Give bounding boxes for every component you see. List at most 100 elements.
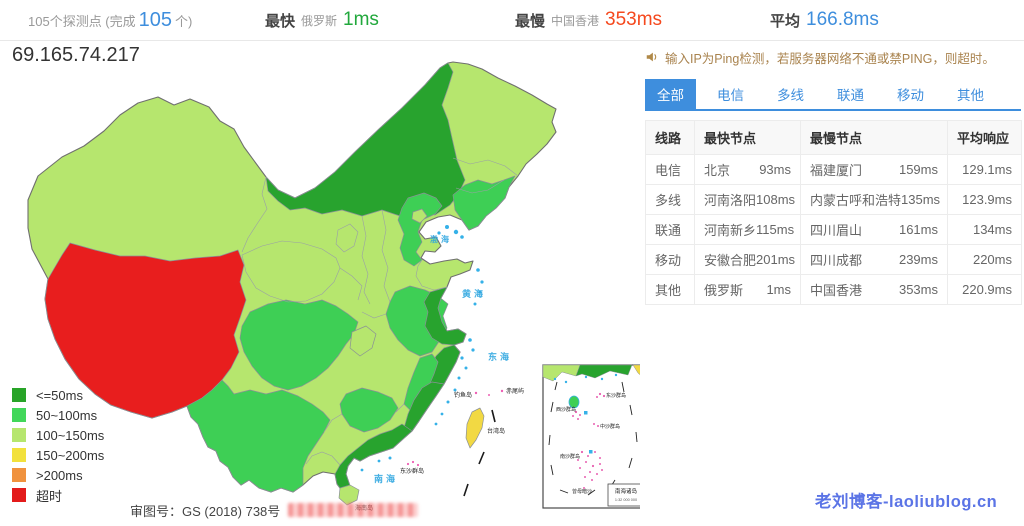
island-label-diaoyu: 钓鱼岛 <box>454 391 472 399</box>
inset-scale: 1:32 000 000 <box>615 498 637 502</box>
inset-label-dongsha: 东沙群岛 <box>606 392 626 399</box>
legend-swatch <box>12 408 26 422</box>
province-yunnan <box>186 379 331 493</box>
tab-mobile[interactable]: 移动 <box>897 88 924 103</box>
island-hainan <box>338 484 360 506</box>
legend-item: 100~150ms <box>12 428 104 443</box>
line-link[interactable]: 移动 <box>645 244 695 275</box>
island-label-taiwan: 台湾岛 <box>487 427 505 435</box>
province-jiangsu <box>423 286 467 346</box>
legend-item: 超时 <box>12 488 104 504</box>
islet-dots <box>406 389 504 467</box>
line-link[interactable]: 多线 <box>645 184 695 215</box>
table-row: 其他 俄罗斯 1ms 中国香港 353ms 220.9ms <box>645 274 1022 305</box>
province-inner-mongolia <box>265 62 466 217</box>
average-cell: 129.1ms <box>947 154 1022 185</box>
tab-all[interactable]: 全部 <box>645 79 696 109</box>
average-cell: 220.9ms <box>947 274 1022 305</box>
inset-label-zengmu: 曾母暗沙 <box>572 488 592 495</box>
coastal-islands <box>360 225 484 472</box>
probe-count-suffix: 个) <box>175 13 193 29</box>
slowest-cell: 内蒙古呼和浩特 135ms <box>800 184 948 215</box>
average-group: 平均 166.8ms <box>770 0 879 40</box>
province-hebei <box>397 192 443 267</box>
result-panel: 输入IP为Ping检测，若服务器网络不通或禁PING，则超时。 全部 电信 多线… <box>645 48 1022 305</box>
sea-label-donghai: 东海 <box>488 351 512 362</box>
inset-label-zhongsha: 中沙群岛 <box>600 423 620 430</box>
slowest-cell: 中国香港 353ms <box>800 274 948 305</box>
slowest-cell: 福建厦门 159ms <box>800 154 948 185</box>
latency-table: 线路 最快节点 最慢节点 平均响应 电信 北京 93ms 福建厦门 159ms 12… <box>645 120 1022 305</box>
sea-label-nanhai: 南海 <box>374 473 398 484</box>
slowest-label: 最慢 <box>515 12 546 30</box>
inset-label-nansha: 南沙群岛 <box>560 453 580 460</box>
inset-label-xisha: 西沙群岛 <box>556 406 576 413</box>
legend-item: <=50ms <box>12 388 104 403</box>
col-header-line: 线路 <box>645 120 695 155</box>
site-watermark: 老刘博客-laoliublog.cn <box>815 493 998 511</box>
line-link[interactable]: 联通 <box>645 214 695 245</box>
slowest-value: 353ms <box>605 9 663 30</box>
province-sichuan <box>239 299 359 391</box>
col-header-average: 平均响应 <box>947 120 1022 155</box>
sea-label-huanghai: 黄海 <box>462 288 486 299</box>
average-value: 166.8ms <box>806 9 879 30</box>
redacted-watermark-blur <box>288 503 418 517</box>
province-beijing <box>411 208 428 224</box>
line-link[interactable]: 电信 <box>645 154 695 185</box>
speaker-icon <box>646 52 657 62</box>
line-link[interactable]: 其他 <box>645 274 695 305</box>
inset-island-dots <box>572 392 606 489</box>
fastest-value: 1ms <box>343 9 379 30</box>
slowest-cell: 四川眉山 161ms <box>800 214 948 245</box>
fastest-cell: 北京 93ms <box>694 154 801 185</box>
tab-telecom[interactable]: 电信 <box>717 88 744 103</box>
fastest-label: 最快 <box>265 12 296 30</box>
sea-label-bohai: 渤海 <box>430 234 452 244</box>
line-tabs: 全部 电信 多线 联通 移动 其他 <box>645 79 1021 111</box>
legend-swatch <box>12 388 26 402</box>
probe-count-value: 105 <box>138 8 173 31</box>
table-row: 联通 河南新乡 115ms 四川眉山 161ms 134ms <box>645 214 1022 245</box>
island-label-chiwei: 赤尾屿 <box>506 387 524 395</box>
ping-notice-text: 输入IP为Ping检测，若服务器网络不通或禁PING，则超时。 <box>665 51 995 66</box>
tab-multiline[interactable]: 多线 <box>777 88 804 103</box>
legend-swatch <box>12 488 26 502</box>
average-cell: 123.9ms <box>947 184 1022 215</box>
col-header-fastest: 最快节点 <box>694 120 801 155</box>
col-header-slowest: 最慢节点 <box>800 120 948 155</box>
slowest-cell: 四川成都 239ms <box>800 244 948 275</box>
legend-item: 50~100ms <box>12 408 104 423</box>
china-latency-map[interactable]: 渤海 黄海 东海 南海 钓鱼岛 赤尾屿 台湾岛 东沙群岛 海南岛 <box>10 60 646 520</box>
map-approval-number: 审图号：GS (2018) 738号 <box>130 504 281 519</box>
province-borders <box>241 157 519 466</box>
latency-legend: <=50ms 50~100ms 100~150ms 150~200ms >200… <box>12 388 104 504</box>
ip-address: 69.165.74.217 <box>12 44 140 66</box>
legend-swatch <box>12 468 26 482</box>
ping-notice: 输入IP为Ping检测，若服务器网络不通或禁PING，则超时。 <box>645 48 1021 66</box>
fastest-node: 俄罗斯 <box>301 13 338 28</box>
inset-title: 南海诸岛 <box>615 487 638 495</box>
table-row: 移动 安徽合肥 201ms 四川成都 239ms 220ms <box>645 244 1022 275</box>
table-header-row: 线路 最快节点 最慢节点 平均响应 <box>645 120 1022 155</box>
average-cell: 134ms <box>947 214 1022 245</box>
tab-unicom[interactable]: 联通 <box>837 88 864 103</box>
table-row: 多线 河南洛阳 108ms 内蒙古呼和浩特 135ms 123.9ms <box>645 184 1022 215</box>
probe-count-group: 105个探测点 (完成 105 个) <box>28 0 192 40</box>
province-liaoning <box>452 175 516 231</box>
legend-swatch <box>12 428 26 442</box>
fastest-cell: 河南洛阳 108ms <box>694 184 801 215</box>
slowest-node: 中国香港 <box>551 13 600 28</box>
average-label: 平均 <box>770 12 801 30</box>
tab-other[interactable]: 其他 <box>957 88 984 103</box>
slowest-group: 最慢 中国香港 353ms <box>515 0 662 40</box>
fastest-cell: 俄罗斯 1ms <box>694 274 801 305</box>
china-map-svg: 渤海 黄海 东海 南海 钓鱼岛 赤尾屿 台湾岛 东沙群岛 海南岛 <box>27 61 646 512</box>
table-row: 电信 北京 93ms 福建厦门 159ms 129.1ms <box>645 154 1022 185</box>
island-taiwan <box>465 407 485 449</box>
fastest-cell: 安徽合肥 201ms <box>694 244 801 275</box>
average-cell: 220ms <box>947 244 1022 275</box>
legend-item: >200ms <box>12 468 104 483</box>
south-china-sea-inset: 东沙群岛 西沙群岛 中沙群岛 南沙群岛 曾母暗沙 南海诸岛 1:32 000 0… <box>542 364 646 509</box>
island-label-dongsha: 东沙群岛 <box>400 467 424 475</box>
